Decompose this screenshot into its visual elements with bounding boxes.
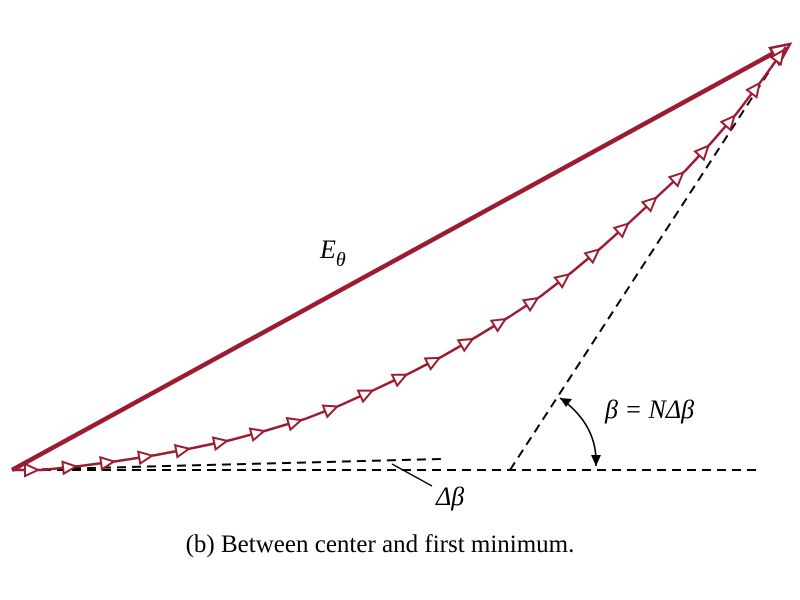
- chain-arrowhead: [521, 296, 540, 313]
- chain-arrowhead: [640, 196, 658, 213]
- resultant-phasor: [10, 52, 774, 472]
- chain-arrowhead: [719, 114, 736, 132]
- arc-arrowhead: [591, 455, 601, 466]
- chain-arrowhead: [24, 462, 41, 478]
- chain-arrowhead: [612, 222, 630, 239]
- chain-arrowhead: [321, 404, 340, 419]
- leader-line: [391, 463, 433, 487]
- first-phasor-extension: [11, 458, 443, 471]
- chain-path: [12, 46, 788, 472]
- chain-arrowhead: [583, 248, 601, 265]
- chain-arrowhead: [137, 450, 155, 466]
- chain-arrowhead: [173, 443, 192, 459]
- chain-arrowhead: [423, 356, 442, 371]
- chain-arrowhead: [769, 48, 786, 67]
- chain-arrowhead: [390, 373, 409, 388]
- angle-arc: [559, 397, 597, 467]
- resultant-label: Eθ: [319, 235, 346, 271]
- resultant-symbol: E: [319, 235, 336, 264]
- chain-arrowhead: [667, 171, 685, 188]
- caption: (b) Between center and first minimum.: [186, 531, 575, 558]
- chain-arrowhead: [356, 389, 375, 404]
- chain-arrowhead: [99, 455, 117, 471]
- chain-arrowhead: [211, 436, 230, 452]
- phasor-chain: [12, 46, 788, 478]
- chain-arrowhead: [693, 144, 710, 162]
- step-angle-label: Δβ: [435, 482, 464, 511]
- chain-arrowhead: [61, 460, 79, 476]
- chain-arrowhead: [553, 272, 571, 289]
- arc-arrowhead: [560, 398, 572, 407]
- chain-arrowhead: [745, 81, 762, 99]
- chain-arrowhead: [489, 317, 508, 333]
- total-angle-label: β = NΔβ: [604, 395, 694, 424]
- last-phasor-direction: [509, 66, 773, 471]
- chain-arrowhead: [456, 337, 475, 353]
- chain-arrowhead: [248, 427, 267, 442]
- chain-arrowhead: [285, 416, 304, 432]
- resultant-subscript: θ: [336, 249, 346, 271]
